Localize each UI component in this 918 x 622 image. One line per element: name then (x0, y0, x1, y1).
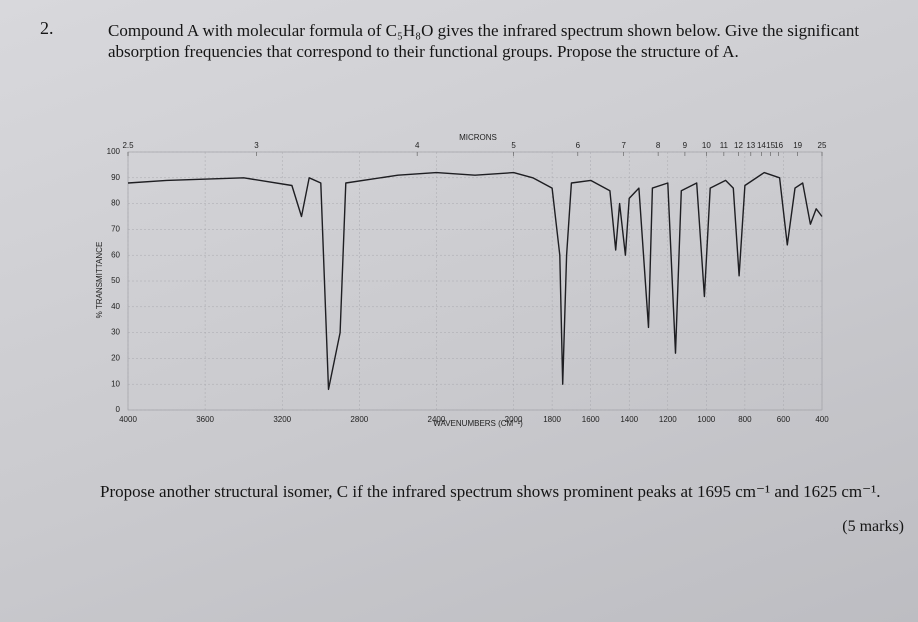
micron-tick-label: 11 (720, 141, 729, 150)
x-tick-label: 3200 (273, 415, 291, 424)
x-tick-label: 4000 (119, 415, 137, 424)
micron-tick-label: 19 (793, 141, 802, 150)
marks: (5 marks) (842, 518, 904, 535)
ir-spectrum: MICRONS WAVENUMBERS (CM⁻¹) % TRANSMITTAN… (95, 133, 829, 428)
y-tick-label: 40 (111, 302, 120, 311)
x-tick-label: 1000 (697, 415, 715, 424)
y-tick-label: 90 (111, 173, 120, 182)
x-tick-label: 1200 (659, 415, 677, 424)
x-tick-label: 600 (777, 415, 791, 424)
x-tick-label: 2800 (350, 415, 368, 424)
micron-tick-label: 5 (511, 141, 516, 150)
micron-tick-label: 13 (746, 141, 755, 150)
y-tick-label: 50 (111, 276, 120, 285)
micron-tick-label: 12 (734, 141, 743, 150)
y-tick-label: 20 (111, 354, 120, 363)
x-axis-title: WAVENUMBERS (CM⁻¹) (433, 419, 523, 428)
x-tick-label: 400 (815, 415, 829, 424)
micron-tick-label: 16 (774, 141, 783, 150)
y-tick-label: 10 (111, 379, 120, 388)
micron-tick-label: 8 (656, 141, 661, 150)
micron-tick-label: 14 (757, 141, 766, 150)
top-axis-title: MICRONS (459, 133, 497, 142)
y-tick-label: 80 (111, 199, 120, 208)
micron-tick-label: 15 (766, 141, 775, 150)
y-tick-label: 0 (116, 405, 121, 414)
micron-tick-label: 3 (254, 141, 259, 150)
x-tick-label: 1600 (582, 415, 600, 424)
y-tick-label: 60 (111, 250, 120, 259)
y-tick-label: 100 (107, 147, 121, 156)
micron-tick-label: 2.5 (122, 141, 134, 150)
micron-tick-label: 25 (818, 141, 827, 150)
micron-tick-label: 6 (576, 141, 581, 150)
x-tick-label: 3600 (196, 415, 214, 424)
x-tick-label: 1400 (620, 415, 638, 424)
question-number: 2. (40, 18, 54, 38)
y-tick-label: 30 (111, 328, 120, 337)
y-axis-title: % TRANSMITTANCE (95, 242, 104, 319)
micron-tick-label: 10 (702, 141, 711, 150)
x-tick-label: 2000 (505, 415, 523, 424)
micron-tick-label: 7 (621, 141, 626, 150)
y-tick-label: 70 (111, 225, 120, 234)
micron-tick-label: 4 (415, 141, 420, 150)
x-tick-label: 2400 (428, 415, 446, 424)
question-text: Compound A with molecular formula of C₅H… (108, 21, 860, 61)
micron-tick-label: 9 (683, 141, 688, 150)
follow-up-question: Propose another structural isomer, C if … (100, 482, 881, 501)
x-tick-label: 800 (738, 415, 752, 424)
x-tick-label: 1800 (543, 415, 561, 424)
spectrum-trace (127, 171, 823, 391)
